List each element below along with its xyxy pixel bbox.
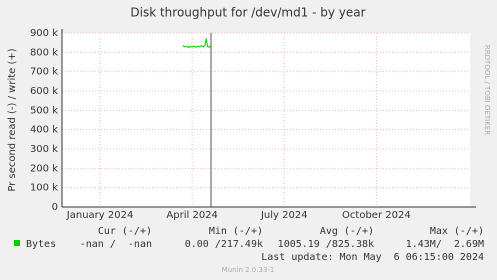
y-tick-label: 800 k [30,47,58,58]
y-tick-label: 100 k [30,183,58,194]
plot-area [62,33,470,207]
legend-stat: 0.00 /217.49k [185,239,263,250]
y-tick-label: 600 k [30,86,58,97]
legend-stat: -nan / -nan [80,239,152,250]
legend-header: Max (-/+) [430,226,484,237]
y-tick-label: 900 k [30,28,58,39]
x-tick-label: October 2024 [342,210,411,221]
watermark: RRDTOOL / TOBI OETIKER [483,45,491,135]
y-tick-label: 700 k [30,67,58,78]
y-tick-label: 0 [52,202,58,213]
legend-label: Bytes [26,239,56,250]
x-tick-label: July 2024 [260,210,308,221]
legend-header: Min (-/+) [209,226,263,237]
y-axis-label: Pr second read (-) / write (+) [7,48,18,191]
y-tick-label: 200 k [30,163,58,174]
legend-stat: 1005.19 /825.38k [278,239,374,250]
legend-swatch [14,240,20,246]
y-tick-label: 400 k [30,125,58,136]
legend-stat: 1.43M/ 2.69M [406,239,484,250]
x-tick-label: April 2024 [166,210,217,221]
footer: Munin 2.0.33-1 [222,266,275,274]
data-line [182,38,212,49]
y-tick-label: 300 k [30,144,58,155]
x-tick-label: January 2024 [66,210,134,221]
last-update: Last update: Mon May 6 06:15:00 2024 [261,252,484,263]
y-tick-label: 500 k [30,105,58,116]
legend-header: Cur (-/+) [98,226,152,237]
chart-title: Disk throughput for /dev/md1 - by year [130,6,365,20]
legend-header: Avg (-/+) [320,226,374,237]
